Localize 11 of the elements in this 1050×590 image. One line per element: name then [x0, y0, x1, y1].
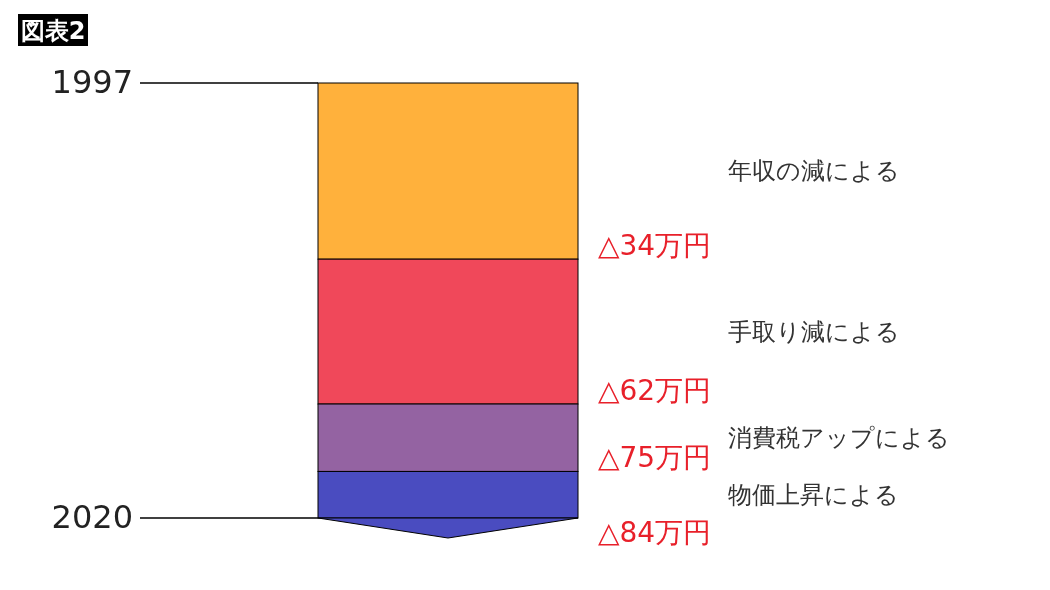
- text: △75万円: [598, 441, 712, 475]
- text: 消費税アップによる: [728, 423, 950, 452]
- text: △84万円: [598, 516, 712, 549]
- text: 2020: [51, 498, 133, 536]
- text: △62万円: [598, 374, 712, 408]
- text: 図表2: [20, 17, 86, 45]
- text: 物価上昇による: [728, 480, 899, 509]
- text: 1997: [51, 63, 133, 101]
- text: 手取り減による: [728, 317, 900, 346]
- text: △34万円: [598, 229, 712, 263]
- text: 年収の減による: [728, 157, 900, 186]
